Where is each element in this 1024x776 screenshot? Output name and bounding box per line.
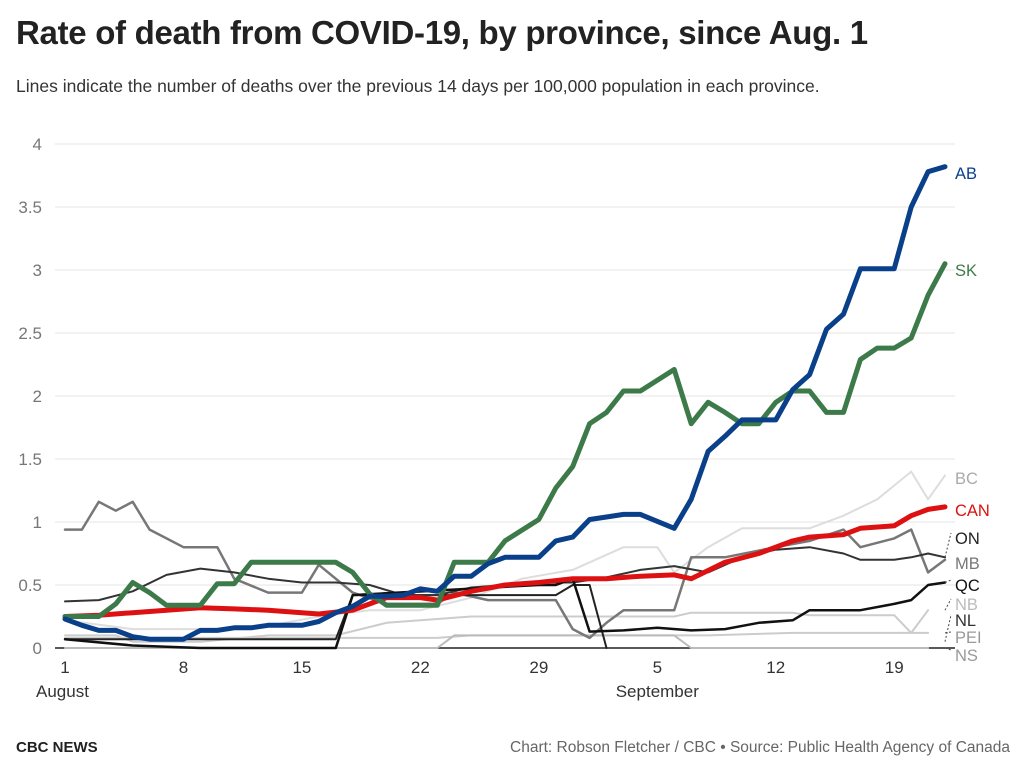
y-tick-label: 1: [33, 513, 42, 532]
chart-subtitle: Lines indicate the number of deaths over…: [16, 76, 820, 96]
series-line-nb: [64, 609, 930, 643]
end-label-can: CAN: [955, 502, 990, 520]
y-tick-label: 0.5: [18, 576, 42, 595]
y-tick-label: 1.5: [18, 450, 42, 469]
label-leader-nl: [944, 614, 952, 642]
label-leader-on: [944, 532, 952, 558]
y-tick-label: 3.5: [18, 198, 42, 217]
x-tick-label: 22: [411, 658, 430, 677]
x-tick-label: 29: [529, 658, 548, 677]
x-tick-label: 19: [885, 658, 904, 677]
end-label-mb: MB: [955, 555, 980, 573]
x-tick-label: 1: [60, 658, 69, 677]
label-leader-qc: [944, 579, 952, 583]
series-line-qc: [63, 577, 947, 650]
end-label-ns: NS: [955, 647, 978, 665]
x-tick-label: 8: [179, 658, 188, 677]
y-tick-label: 0: [33, 639, 42, 658]
x-month-label: August: [36, 682, 89, 701]
end-label-sk: SK: [955, 262, 977, 280]
x-tick-label: 5: [653, 658, 662, 677]
end-label-ab: AB: [955, 165, 977, 183]
end-label-nl: NL: [955, 612, 976, 630]
y-tick-label: 2: [33, 387, 42, 406]
brand-logo-text: CBC NEWS: [16, 739, 98, 756]
label-leader-pei: [944, 631, 952, 634]
label-leader-nb: [944, 598, 952, 611]
chart-credit: Chart: Robson Fletcher / CBC • Source: P…: [510, 739, 1010, 756]
series-line-ab: [62, 164, 948, 642]
series-line-can: [62, 504, 948, 619]
series-line-sk: [62, 261, 948, 619]
end-label-bc: BC: [955, 470, 978, 488]
series-line-nl: [64, 584, 608, 649]
y-tick-label: 4: [33, 135, 42, 154]
y-tick-label: 2.5: [18, 324, 42, 343]
end-label-on: ON: [955, 530, 980, 548]
x-tick-label: 15: [292, 658, 311, 677]
series-line-ns: [64, 634, 930, 649]
x-tick-label: 12: [766, 658, 785, 677]
label-leader-ns: [944, 647, 952, 651]
chart-title: Rate of death from COVID-19, by province…: [16, 14, 868, 51]
x-month-label: September: [616, 682, 699, 701]
y-tick-label: 3: [33, 261, 42, 280]
end-label-pei: PEI: [955, 629, 982, 647]
end-label-nb: NB: [955, 596, 978, 614]
end-label-qc: QC: [955, 577, 980, 595]
